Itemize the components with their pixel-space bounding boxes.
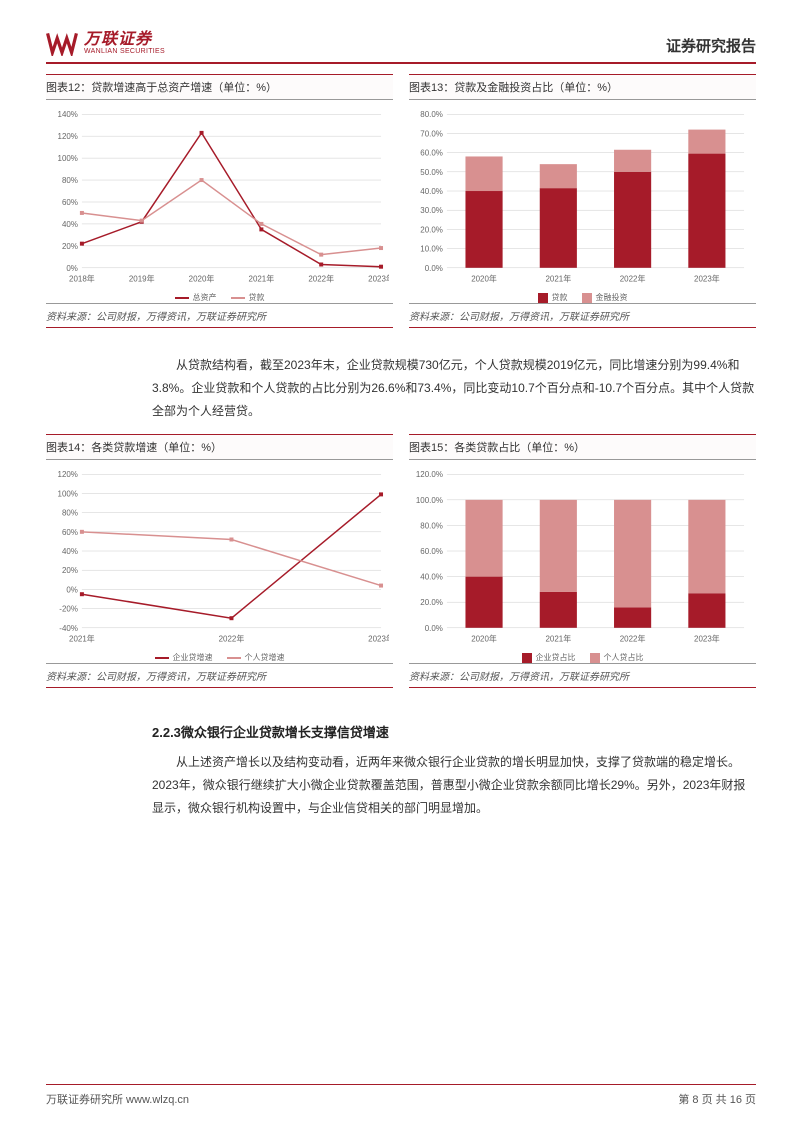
svg-text:0%: 0% [66, 586, 78, 595]
figure-13: 图表13：贷款及金融投资占比（单位：%） 0.0% 10.0% 20.0% 30.0%… [409, 74, 756, 332]
figure-12-chart: 0% 20% 40% 60% 80% 100% 120% 140% 2018年 2019年 2020… [46, 100, 393, 290]
figure-14-chart: -40% -20% 0% 20% 40% 60% 80% 100% 120% 2021年 2022年… [46, 460, 393, 650]
svg-text:2023年: 2023年 [694, 634, 720, 644]
figure-14-source: 资料来源：公司财报，万得资讯，万联证券研究所 [46, 663, 393, 688]
svg-text:100%: 100% [58, 490, 78, 499]
svg-text:2023年: 2023年 [368, 634, 389, 644]
section-2-2-3-heading: 2.2.3微众银行企业贷款增长支撑信贷增速 [152, 722, 756, 741]
svg-text:20%: 20% [62, 567, 78, 576]
svg-text:2021年: 2021年 [545, 274, 571, 284]
figure-12: 图表12：贷款增速高于总资产增速（单位：%） 0% 20% 40% 60% 80% 100… [46, 74, 393, 332]
svg-text:0.0%: 0.0% [425, 264, 443, 273]
svg-text:2021年: 2021年 [249, 274, 275, 284]
svg-text:80%: 80% [62, 509, 78, 518]
svg-text:20%: 20% [62, 242, 78, 251]
svg-text:100%: 100% [58, 154, 78, 163]
svg-text:140%: 140% [58, 110, 78, 119]
figure-14-title: 图表14：各类贷款增速（单位：%） [46, 434, 393, 460]
figure-13-chart: 0.0% 10.0% 20.0% 30.0% 40.0% 50.0% 60.0% 70.0% 8… [409, 100, 756, 290]
figure-15-source: 资料来源：公司财报，万得资讯，万联证券研究所 [409, 663, 756, 688]
svg-text:40%: 40% [62, 547, 78, 556]
svg-text:-40%: -40% [59, 624, 78, 633]
svg-text:2022年: 2022年 [620, 274, 646, 284]
svg-text:80.0%: 80.0% [420, 522, 443, 531]
figure-12-source: 资料来源：公司财报，万得资讯，万联证券研究所 [46, 303, 393, 328]
svg-text:40.0%: 40.0% [420, 187, 443, 196]
figure-12-title: 图表12：贷款增速高于总资产增速（单位：%） [46, 74, 393, 100]
figure-12-legend: 总资产贷款 [46, 292, 393, 303]
svg-text:70.0%: 70.0% [420, 129, 443, 138]
svg-text:20.0%: 20.0% [420, 599, 443, 608]
logo-mark-icon [46, 30, 78, 56]
svg-text:2019年: 2019年 [129, 274, 155, 284]
paragraph-1: 从贷款结构看，截至2023年末，企业贷款规模730亿元，个人贷款规模2019亿元… [152, 354, 756, 422]
figure-15: 图表15：各类贷款占比（单位：%） 0.0% 20.0% 40.0% 60.0% 80.… [409, 434, 756, 692]
svg-text:80.0%: 80.0% [420, 110, 443, 119]
svg-text:2023年: 2023年 [694, 274, 720, 284]
figure-14-legend: 企业贷增速个人贷增速 [46, 652, 393, 663]
figure-15-legend: 企业贷占比个人贷占比 [409, 652, 756, 663]
svg-text:2023年: 2023年 [368, 274, 389, 284]
svg-text:40.0%: 40.0% [420, 573, 443, 582]
figure-15-title: 图表15：各类贷款占比（单位：%） [409, 434, 756, 460]
section-2-2-3-body: 从上述资产增长以及结构变动看，近两年来微众银行企业贷款的增长明显加快，支撑了贷款… [152, 751, 756, 819]
svg-text:100.0%: 100.0% [416, 496, 443, 505]
svg-text:2022年: 2022年 [219, 634, 245, 644]
svg-text:120.0%: 120.0% [416, 471, 443, 480]
figure-13-source: 资料来源：公司财报，万得资讯，万联证券研究所 [409, 303, 756, 328]
page-footer: 万联证券研究所 www.wlzq.cn 第 8 页 共 16 页 [46, 1084, 756, 1107]
svg-text:2020年: 2020年 [189, 274, 215, 284]
svg-text:2022年: 2022年 [620, 634, 646, 644]
svg-text:60%: 60% [62, 198, 78, 207]
figure-13-title: 图表13：贷款及金融投资占比（单位：%） [409, 74, 756, 100]
svg-text:0.0%: 0.0% [425, 624, 443, 633]
svg-text:120%: 120% [58, 132, 78, 141]
svg-text:50.0%: 50.0% [420, 168, 443, 177]
logo-name-en: WANLIAN SECURITIES [84, 48, 165, 55]
svg-text:40%: 40% [62, 220, 78, 229]
logo: 万联证券 WANLIAN SECURITIES [46, 30, 165, 56]
svg-text:2020年: 2020年 [471, 634, 497, 644]
svg-text:30.0%: 30.0% [420, 206, 443, 215]
svg-text:20.0%: 20.0% [420, 225, 443, 234]
svg-text:2018年: 2018年 [69, 274, 95, 284]
figure-row-1: 图表12：贷款增速高于总资产增速（单位：%） 0% 20% 40% 60% 80% 100… [46, 74, 756, 332]
svg-text:2021年: 2021年 [545, 634, 571, 644]
svg-text:0%: 0% [66, 264, 78, 273]
svg-text:-20%: -20% [59, 605, 78, 614]
svg-text:2020年: 2020年 [471, 274, 497, 284]
svg-text:2021年: 2021年 [69, 634, 95, 644]
svg-text:60.0%: 60.0% [420, 149, 443, 158]
svg-text:2022年: 2022年 [308, 274, 334, 284]
svg-text:60%: 60% [62, 528, 78, 537]
svg-text:120%: 120% [58, 471, 78, 480]
figure-row-2: 图表14：各类贷款增速（单位：%） -40% -20% 0% 20% 40% 60% 80%… [46, 434, 756, 692]
page-header: 万联证券 WANLIAN SECURITIES 证券研究报告 [46, 30, 756, 64]
svg-text:60.0%: 60.0% [420, 547, 443, 556]
figure-13-legend: 贷款金融投资 [409, 292, 756, 303]
figure-14: 图表14：各类贷款增速（单位：%） -40% -20% 0% 20% 40% 60% 80%… [46, 434, 393, 692]
logo-name-cn: 万联证券 [84, 32, 165, 48]
figure-15-chart: 0.0% 20.0% 40.0% 60.0% 80.0% 100.0% 120.0% 2020… [409, 460, 756, 650]
report-type-title: 证券研究报告 [666, 35, 756, 56]
footer-right: 第 8 页 共 16 页 [678, 1091, 756, 1107]
svg-text:10.0%: 10.0% [420, 245, 443, 254]
footer-left: 万联证券研究所 www.wlzq.cn [46, 1091, 189, 1107]
svg-text:80%: 80% [62, 176, 78, 185]
